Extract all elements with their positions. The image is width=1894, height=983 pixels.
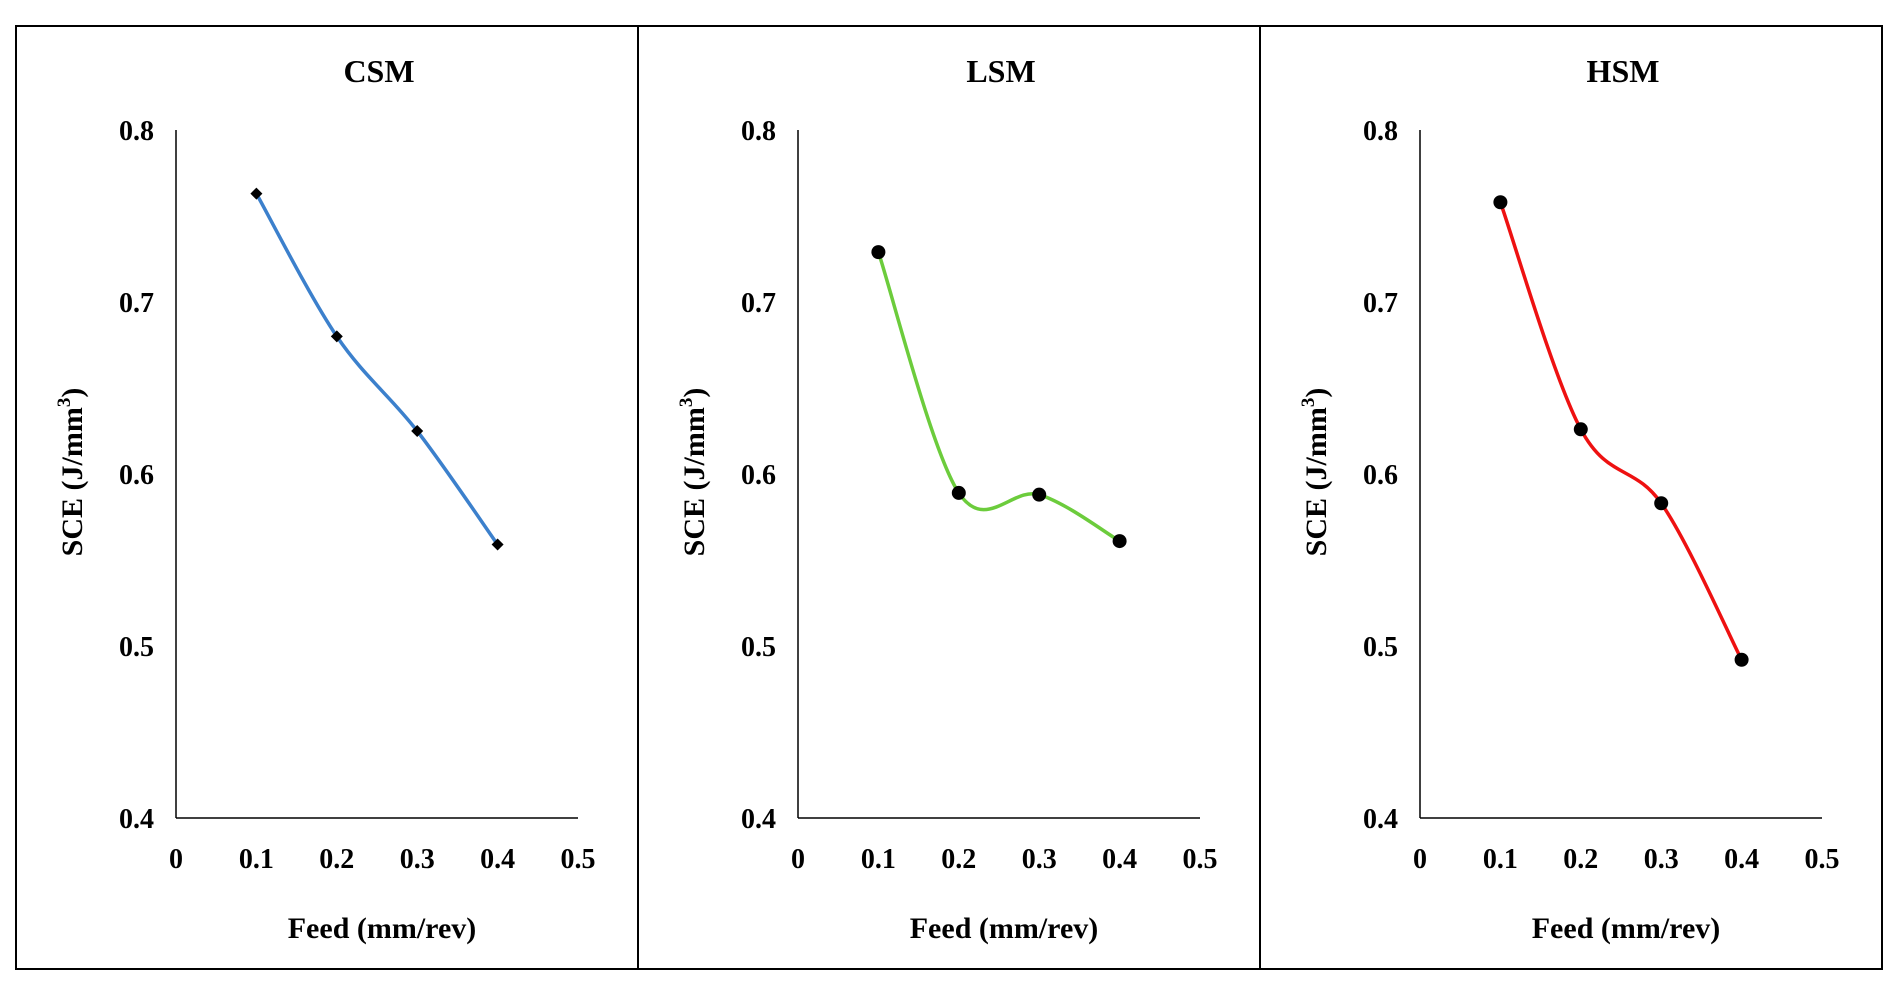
data-point	[250, 187, 263, 200]
x-tick-label: 0.2	[1563, 844, 1598, 875]
data-point	[1032, 487, 1047, 502]
x-tick-label: 0.5	[561, 844, 596, 875]
x-tick-label: 0	[791, 844, 805, 875]
y-tick-label: 0.6	[119, 460, 154, 491]
chart-title: HSM	[1587, 53, 1660, 89]
chart-title: CSM	[343, 53, 414, 89]
y-tick-label: 0.6	[1363, 460, 1398, 491]
x-tick-label: 0.2	[941, 844, 976, 875]
y-tick-label: 0.8	[1363, 116, 1398, 147]
y-axis-label: SCE (J/mm3)	[54, 388, 89, 557]
x-tick-label: 0	[1413, 844, 1427, 875]
y-axis-label: SCE (J/mm3)	[676, 388, 711, 557]
series-line-csm	[254, 192, 500, 546]
y-tick-label: 0.4	[741, 804, 776, 835]
y-tick-label: 0.8	[119, 116, 154, 147]
y-tick-label: 0.5	[119, 632, 154, 663]
data-point	[1734, 652, 1749, 667]
x-tick-label: 0.2	[319, 844, 354, 875]
chart-panel-csm: CSM 0.4 0.5 0.6 0.7 0.8 0 0.1 0.2 0.3 0.4 0.5 Feed (…	[15, 25, 639, 970]
data-point	[1112, 534, 1127, 549]
x-tick-label: 0.3	[1644, 844, 1679, 875]
y-tick-label: 0.4	[1363, 804, 1398, 835]
series-line-lsm	[876, 251, 1121, 543]
y-tick-label: 0.5	[1363, 632, 1398, 663]
x-tick-label: 0.3	[1022, 844, 1057, 875]
data-point	[1493, 195, 1508, 210]
data-point	[1573, 422, 1588, 437]
x-tick-label: 0.3	[400, 844, 435, 875]
y-axis-label: SCE (J/mm3)	[1298, 388, 1333, 557]
y-tick-label: 0.7	[741, 288, 776, 319]
y-tick-label: 0.5	[741, 632, 776, 663]
data-point	[1654, 496, 1669, 511]
chart-title: LSM	[966, 53, 1035, 89]
x-axis-label: Feed (mm/rev)	[288, 912, 477, 945]
y-tick-label: 0.6	[741, 460, 776, 491]
x-axis-label: Feed (mm/rev)	[1532, 912, 1721, 945]
x-tick-label: 0.4	[1102, 844, 1137, 875]
y-tick-label: 0.7	[1363, 288, 1398, 319]
y-tick-label: 0.7	[119, 288, 154, 319]
x-axis-label: Feed (mm/rev)	[910, 912, 1099, 945]
x-tick-label: 0.1	[1483, 844, 1518, 875]
data-point	[491, 538, 504, 551]
data-point	[411, 425, 424, 437]
chart-panel-hsm: HSM 0.4 0.5 0.6 0.7 0.8 0 0.1 0.2 0.3 0.4 0.5 Feed (…	[1259, 25, 1883, 970]
x-tick-label: 0.4	[1724, 844, 1759, 875]
panel-border	[15, 25, 639, 970]
x-tick-label: 0.5	[1805, 844, 1840, 875]
series-line-hsm	[1498, 201, 1744, 661]
chart-panel-lsm: LSM 0.4 0.5 0.6 0.7 0.8 0 0.1 0.2 0.3 0.4 0.5 Feed (…	[637, 25, 1261, 970]
x-tick-label: 0	[169, 844, 183, 875]
y-tick-label: 0.8	[741, 116, 776, 147]
y-tick-label: 0.4	[119, 804, 154, 835]
panel-border	[1259, 25, 1883, 970]
data-point	[330, 330, 343, 343]
data-point	[871, 245, 886, 260]
x-tick-label: 0.4	[480, 844, 515, 875]
x-tick-label: 0.5	[1183, 844, 1218, 875]
panel-border	[637, 25, 1261, 970]
x-tick-label: 0.1	[861, 844, 896, 875]
data-point	[951, 485, 966, 500]
x-tick-label: 0.1	[239, 844, 274, 875]
